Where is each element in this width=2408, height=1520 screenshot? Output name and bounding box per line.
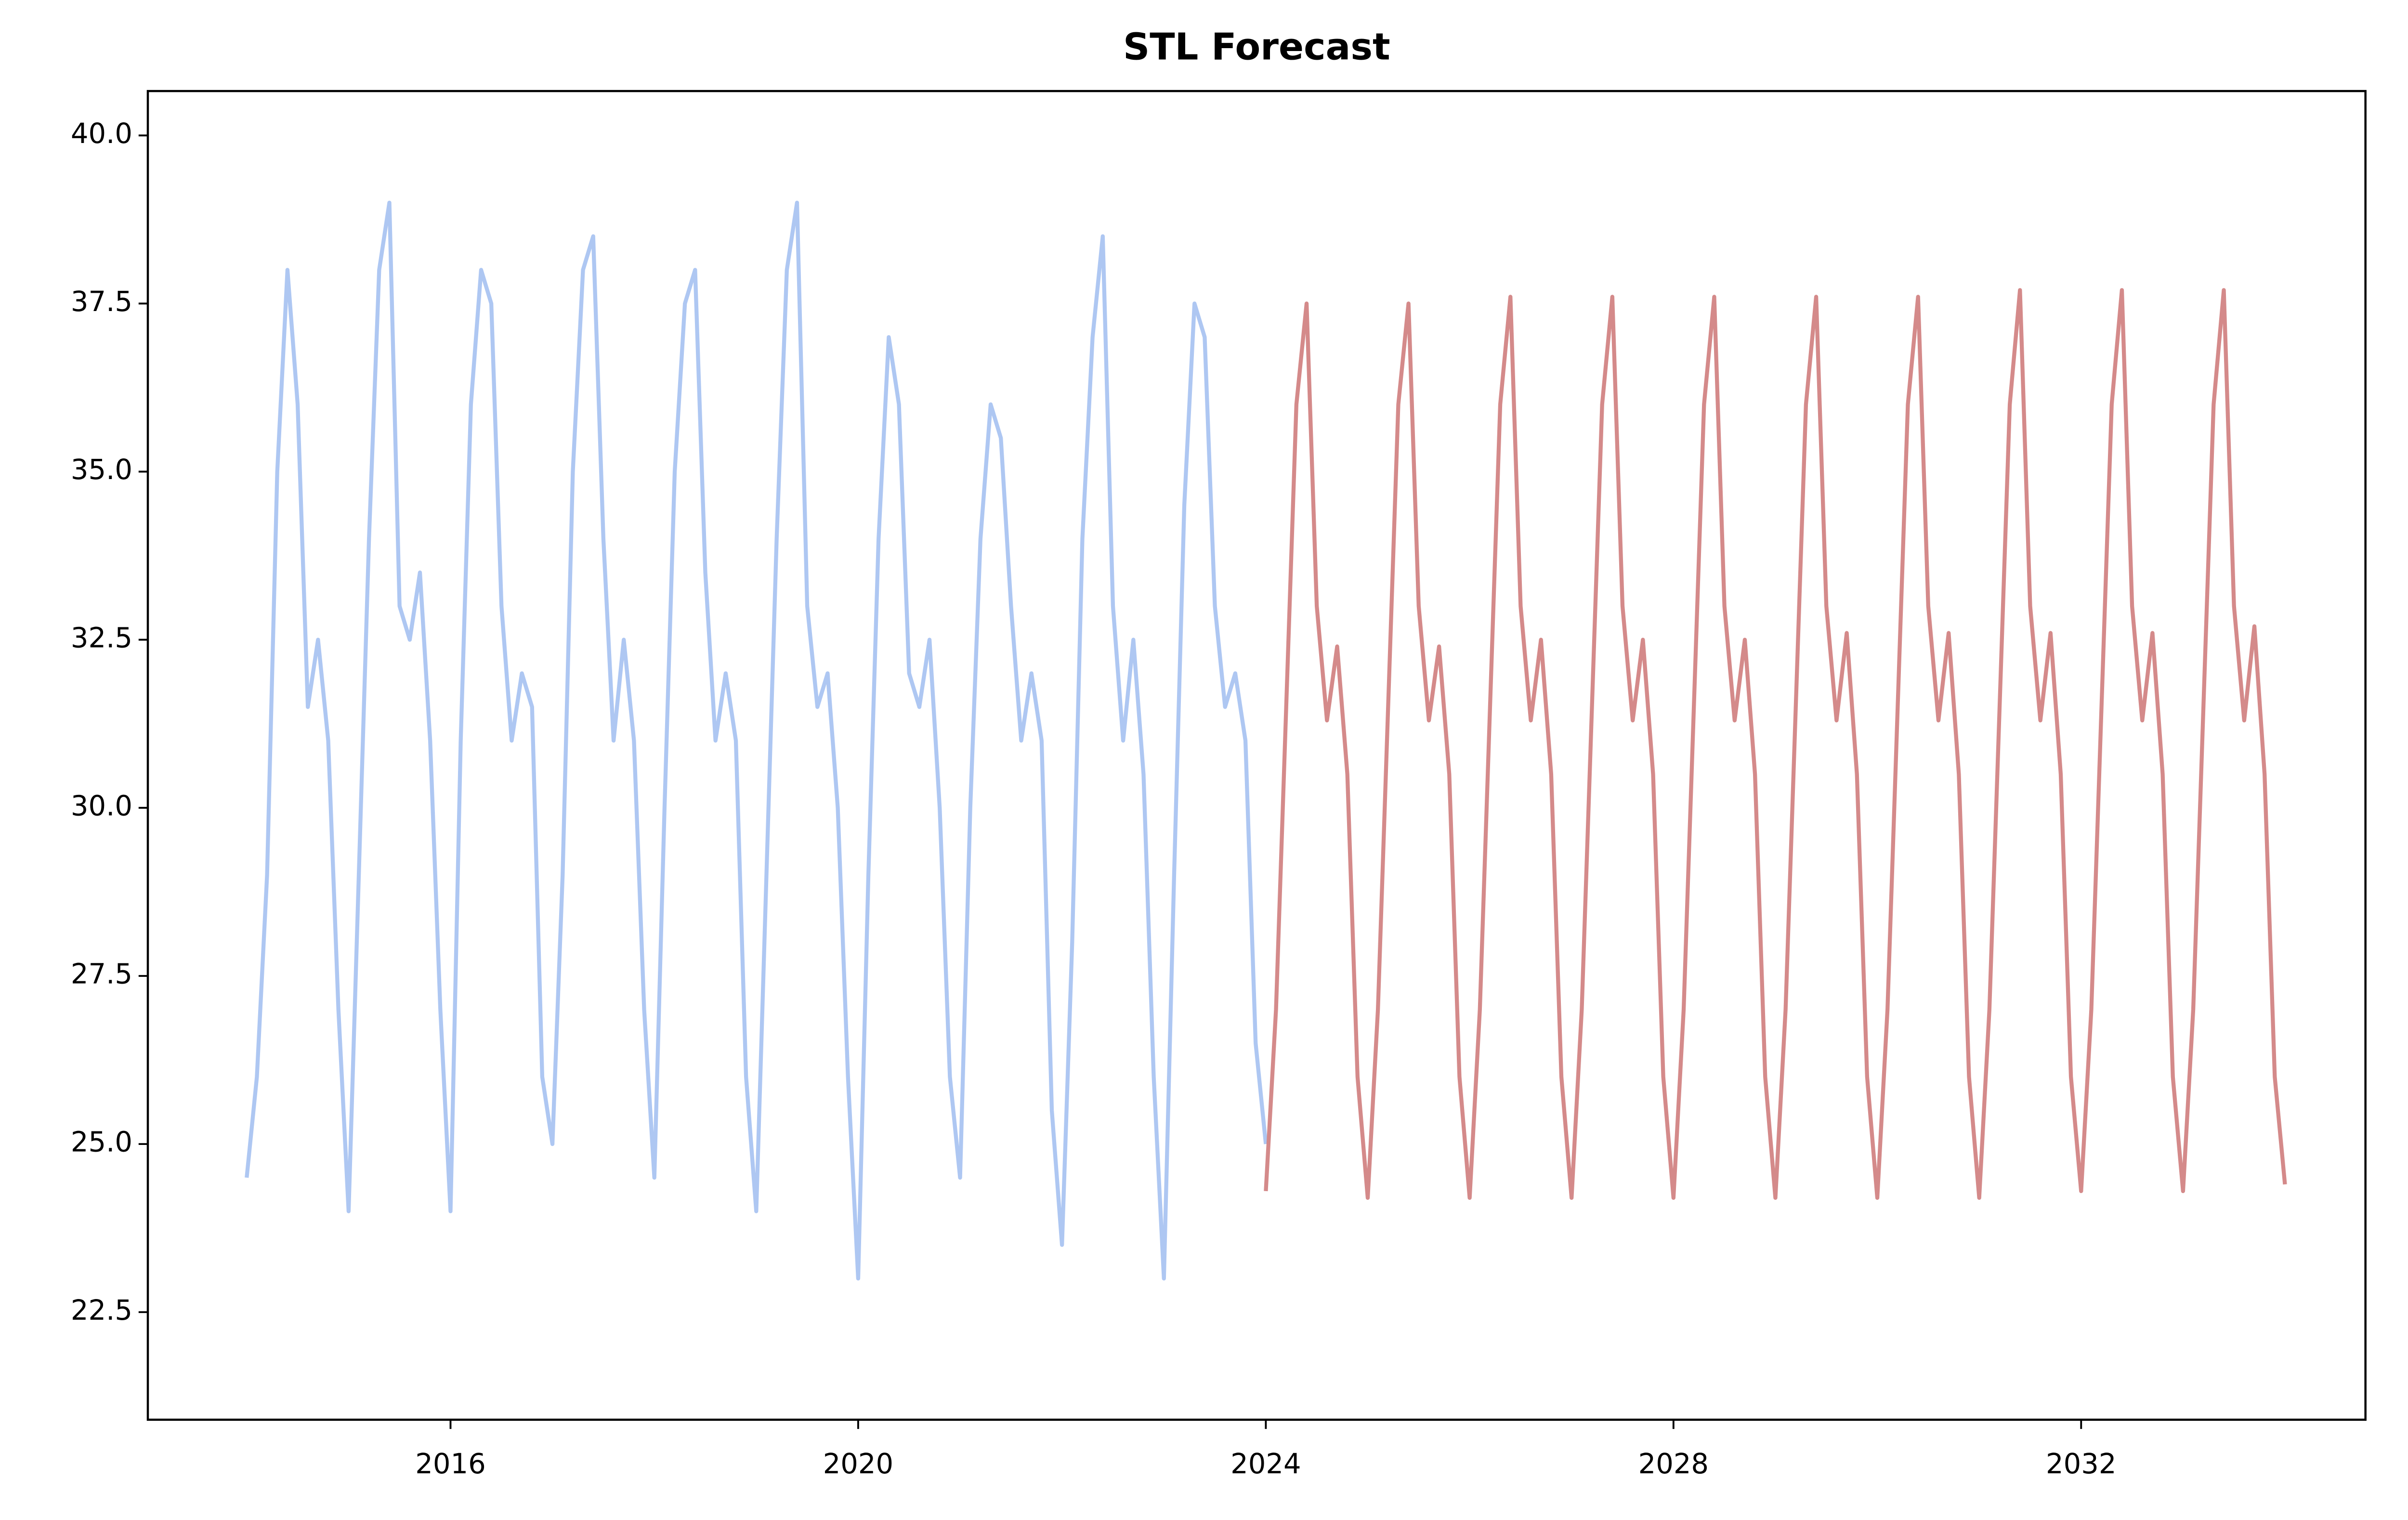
y-tick-label: 27.5 <box>71 958 132 990</box>
x-tick-label: 2032 <box>2046 1448 2116 1480</box>
y-tick-label: 35.0 <box>71 454 132 486</box>
y-tick-label: 25.0 <box>71 1126 132 1158</box>
y-tick-label: 30.0 <box>71 790 132 822</box>
x-tick-label: 2020 <box>823 1448 893 1480</box>
y-tick-label: 32.5 <box>71 622 132 654</box>
series-line <box>245 200 1268 1281</box>
y-tick-label: 40.0 <box>71 117 132 150</box>
x-tick-label: 2016 <box>415 1448 485 1480</box>
series-line <box>1264 288 2287 1200</box>
y-tick-label: 37.5 <box>71 286 132 318</box>
x-tick-label: 2028 <box>1638 1448 1709 1480</box>
chart-title: STL Forecast <box>1123 26 1390 69</box>
y-tick-label: 22.5 <box>71 1294 132 1326</box>
x-tick-label: 2024 <box>1230 1448 1301 1480</box>
plot-frame <box>146 90 2367 1421</box>
